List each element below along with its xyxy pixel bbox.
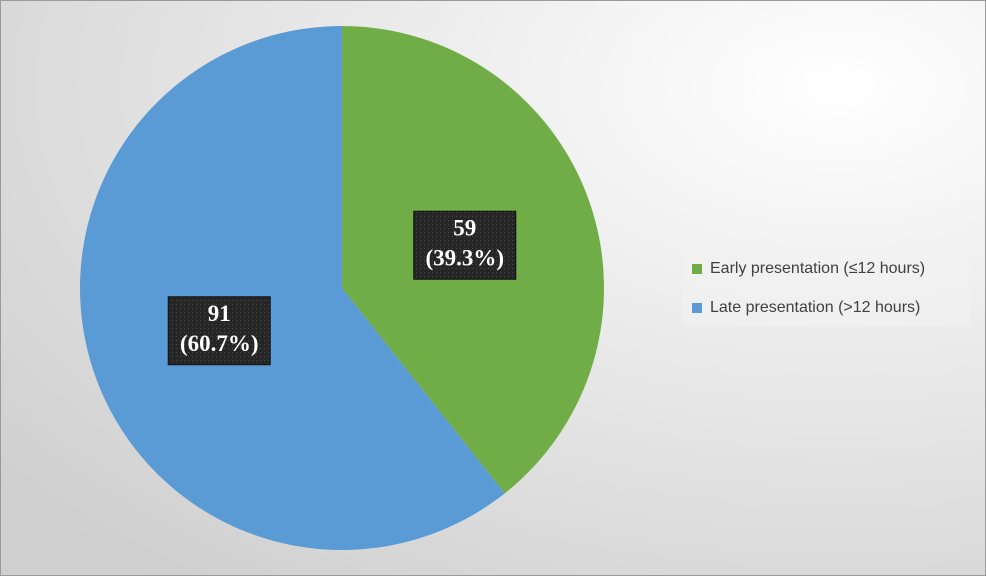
legend-box (682, 250, 970, 326)
data-label: (39.3%) (425, 246, 504, 271)
data-label-box (167, 296, 271, 366)
legend-label: Late presentation (>12 hours) (710, 299, 920, 316)
data-label-box (413, 210, 517, 280)
data-label: (60.7%) (180, 331, 259, 356)
legend-label: Early presentation (≤12 hours) (710, 260, 925, 277)
pie-slice (80, 26, 505, 550)
legend-swatch (692, 264, 702, 274)
legend-swatch (692, 303, 702, 313)
data-label: 91 (208, 301, 231, 326)
data-label: 59 (453, 216, 476, 241)
